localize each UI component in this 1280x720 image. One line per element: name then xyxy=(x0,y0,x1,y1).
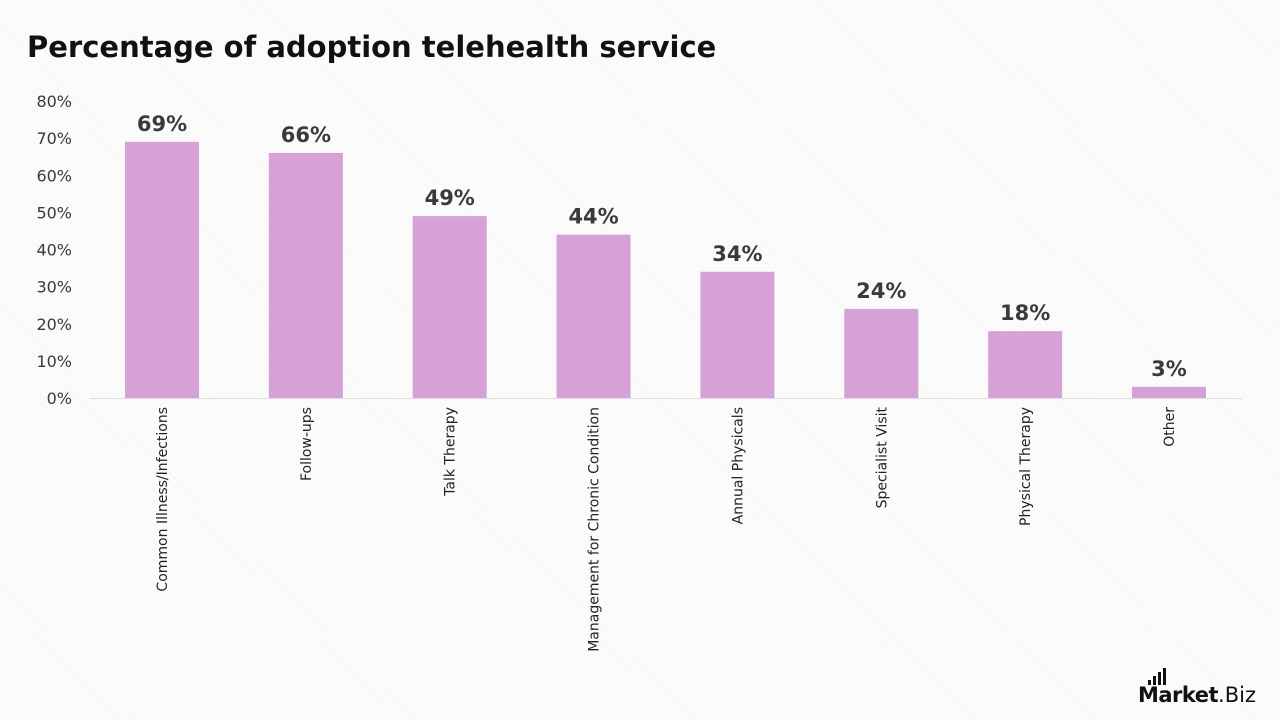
bar xyxy=(556,234,631,398)
y-tick-label: 10% xyxy=(36,352,72,371)
y-tick-label: 80% xyxy=(36,92,72,111)
y-axis: 0% 10% 20% 30% 40% 50% 60% 70% 80% xyxy=(36,92,72,408)
data-label: 18% xyxy=(1000,301,1050,325)
data-label: 34% xyxy=(712,242,762,266)
bar xyxy=(988,331,1063,398)
bars xyxy=(125,141,1206,398)
bar xyxy=(268,152,343,398)
y-tick-label: 60% xyxy=(36,166,72,185)
bar-chart-icon xyxy=(1147,668,1166,685)
category-label: Management for Chronic Condition xyxy=(587,407,603,652)
category-label: Talk Therapy xyxy=(443,407,459,497)
data-labels: 69% 66% 49% 44% 34% 24% 18% 3% xyxy=(137,112,1187,381)
data-label: 3% xyxy=(1151,357,1187,381)
data-label: 44% xyxy=(568,205,618,229)
brand-logo: Market .Biz xyxy=(1137,668,1256,707)
bar xyxy=(1132,386,1206,398)
bar xyxy=(844,308,919,398)
bar xyxy=(125,141,199,398)
y-tick-label: 50% xyxy=(36,203,72,222)
brand-mark: Market xyxy=(1137,668,1219,707)
category-label: Follow-ups xyxy=(299,407,315,481)
category-label: Physical Therapy xyxy=(1018,407,1034,526)
data-label: 49% xyxy=(425,186,475,210)
chart-title: Percentage of adoption telehealth servic… xyxy=(27,30,717,64)
category-label: Annual Physicals xyxy=(730,407,746,524)
brand-name-light: .Biz xyxy=(1218,683,1256,707)
data-label: 66% xyxy=(281,123,331,147)
y-tick-label: 40% xyxy=(36,241,72,260)
data-label: 69% xyxy=(137,112,187,136)
y-tick-label: 30% xyxy=(36,278,72,297)
category-label: Specialist Visit xyxy=(874,406,890,508)
category-label: Common Illness/Infections xyxy=(155,407,171,592)
x-axis: Common Illness/Infections Follow-ups Talk … xyxy=(90,398,1242,652)
data-label: 24% xyxy=(856,279,906,303)
y-tick-label: 20% xyxy=(36,315,72,334)
brand-name-bold: Market xyxy=(1137,683,1219,707)
y-tick-label: 70% xyxy=(36,129,72,148)
bar xyxy=(700,271,775,398)
bar xyxy=(412,216,487,398)
category-label: Other xyxy=(1162,407,1178,447)
y-tick-label: 0% xyxy=(47,389,72,408)
